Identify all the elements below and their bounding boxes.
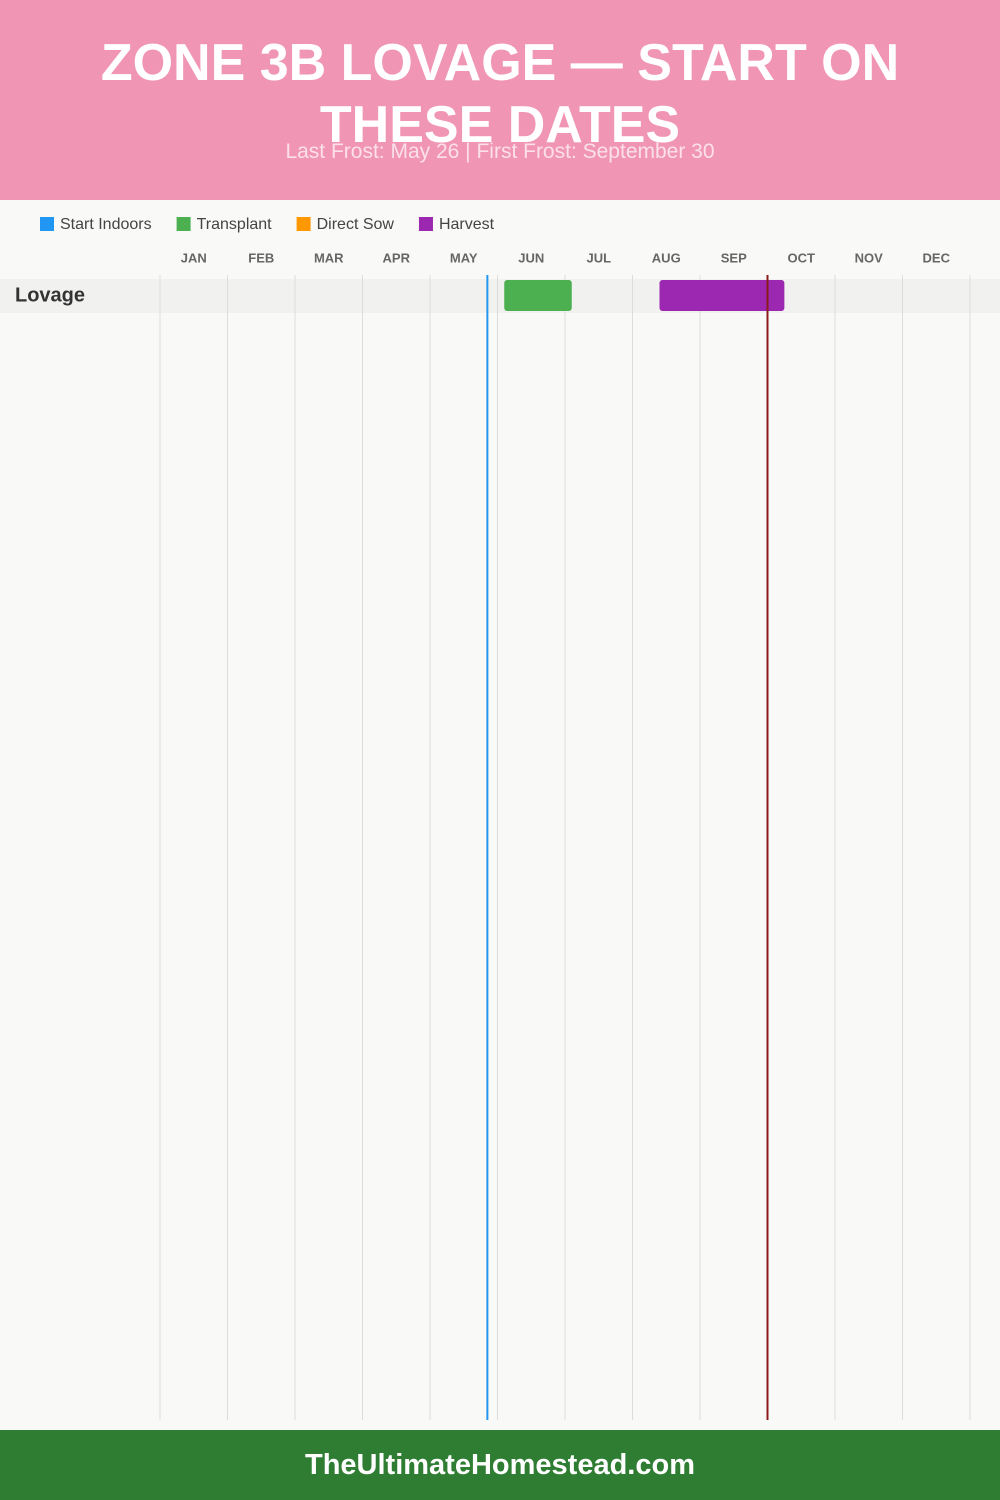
legend-swatch: [176, 217, 191, 231]
x-tick-label: MAY: [450, 250, 478, 265]
x-tick-label: JUL: [586, 250, 611, 265]
legend-label: Start Indoors: [60, 216, 152, 233]
x-tick-label: NOV: [855, 250, 884, 265]
legend-swatch: [296, 217, 311, 231]
chart: Start Indoors Transplant Direct Sow Harvest…: [0, 216, 1000, 1420]
x-tick-label: FEB: [248, 250, 274, 265]
x-tick-label: JUN: [518, 250, 544, 265]
x-tick-label: JAN: [181, 250, 207, 265]
chart-subtitle: Last Frost: May 26 | First Frost: Septem…: [285, 140, 715, 163]
legend-label: Transplant: [197, 216, 273, 233]
task-bar: [659, 280, 785, 311]
task-bar: [504, 280, 572, 311]
legend-swatch: [418, 217, 433, 231]
x-tick-label: APR: [383, 250, 411, 265]
x-tick-label: OCT: [788, 250, 816, 265]
x-tick-label: SEP: [721, 250, 747, 265]
header: ZONE 3B LOVAGE — START ON THESE DATES La…: [0, 0, 1000, 200]
row-label: Lovage: [15, 284, 85, 306]
footer: TheUltimateHomestead.com: [0, 1430, 1000, 1500]
legend-label: Direct Sow: [317, 216, 395, 233]
row-band: [0, 279, 1000, 313]
x-tick-label: DEC: [923, 250, 951, 265]
x-tick-label: MAR: [314, 250, 344, 265]
x-tick-label: AUG: [652, 250, 681, 265]
chart-title: ZONE 3B LOVAGE — START ON THESE DATES: [100, 34, 900, 154]
legend-label: Harvest: [439, 216, 495, 233]
legend-swatch: [40, 217, 54, 231]
